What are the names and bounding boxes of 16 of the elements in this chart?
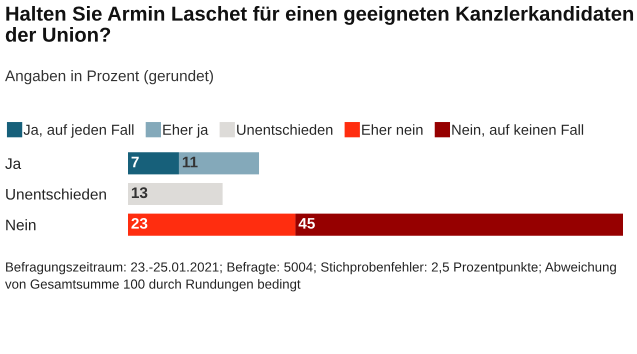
legend-label: Ja, auf jeden Fall <box>24 124 134 138</box>
legend-label: Eher ja <box>163 124 208 138</box>
data-label: 11 <box>182 156 198 168</box>
text: Befragungszeitraum: 23.-25.01.2021; Befragte: 5004; Stichprobenfehler: 2,5 Prozentpunkte; Abweichung von Gesamtsumme 100 durch Rundungen bedingt <box>5 262 616 292</box>
data-label: 13 <box>132 187 148 198</box>
chart-subtitle: Angaben in Prozent (gerundet) <box>5 70 213 84</box>
y-tick-label: Unentschieden <box>6 188 106 200</box>
y-tick-label: Nein <box>6 219 36 230</box>
y-tick-label: Ja <box>5 158 22 170</box>
legend-label: Unentschieden <box>237 124 332 135</box>
data-label: 23 <box>131 218 148 229</box>
chart-title: Halten Sie Armin Laschet für einen geeigneten Kanzlerkandidaten der Union? <box>6 6 634 42</box>
data-label: 7 <box>132 156 139 168</box>
legend-label: Eher nein <box>362 124 422 135</box>
legend-label: Nein, auf keinen Fall <box>452 124 584 137</box>
data-label: 45 <box>298 218 315 229</box>
